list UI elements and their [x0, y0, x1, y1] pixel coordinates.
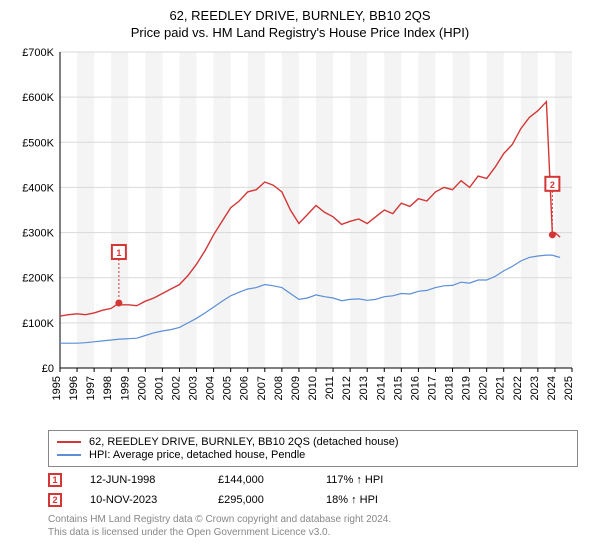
series-hpi	[60, 255, 560, 343]
sale-price: £144,000	[218, 474, 298, 486]
svg-text:£400K: £400K	[22, 182, 54, 194]
svg-text:2003: 2003	[188, 376, 200, 400]
marker-dot-2	[549, 231, 556, 238]
svg-text:2011: 2011	[324, 376, 336, 400]
legend-box: 62, REEDLEY DRIVE, BURNLEY, BB10 2QS (de…	[48, 430, 578, 467]
svg-text:2005: 2005	[222, 376, 234, 400]
footer: Contains HM Land Registry data © Crown c…	[48, 513, 578, 539]
svg-text:1997: 1997	[85, 376, 97, 400]
chart-container: 62, REEDLEY DRIVE, BURNLEY, BB10 2QS Pri…	[0, 0, 600, 560]
svg-text:£100K: £100K	[22, 318, 54, 330]
svg-text:2007: 2007	[256, 376, 268, 400]
arrow-up-icon: ↑	[351, 494, 357, 506]
footer-line2: This data is licensed under the Open Gov…	[48, 526, 578, 539]
svg-text:2014: 2014	[375, 376, 387, 400]
marker-dot-1	[115, 299, 122, 306]
svg-text:2017: 2017	[426, 376, 438, 400]
svg-text:1998: 1998	[102, 376, 114, 400]
svg-text:2022: 2022	[512, 376, 524, 400]
series-price_paid	[60, 102, 560, 316]
chart-title: 62, REEDLEY DRIVE, BURNLEY, BB10 2QS	[12, 8, 588, 23]
sales-rows: 1 12-JUN-1998 £144,000 117% ↑ HPI 2 10-NOV-20…	[48, 473, 578, 507]
sale-pct: 117% ↑ HPI	[326, 474, 383, 486]
legend-swatch	[57, 454, 81, 456]
sale-pct: 18% ↑ HPI	[326, 494, 378, 506]
sale-row-2: 2 10-NOV-2023 £295,000 18% ↑ HPI	[48, 493, 578, 507]
chart-svg: £0 £100K £200K £300K £400K £500K £600K £700K 199…	[12, 46, 582, 426]
svg-text:£300K: £300K	[22, 228, 54, 240]
svg-text:2006: 2006	[239, 376, 251, 400]
svg-text:2002: 2002	[170, 376, 182, 400]
sale-date: 10-NOV-2023	[90, 494, 190, 506]
svg-text:2010: 2010	[307, 376, 319, 400]
arrow-up-icon: ↑	[356, 474, 362, 486]
svg-text:2004: 2004	[205, 376, 217, 400]
svg-text:1996: 1996	[68, 376, 80, 400]
footer-line1: Contains HM Land Registry data © Crown c…	[48, 513, 578, 526]
legend-swatch	[57, 441, 81, 443]
svg-text:2021: 2021	[495, 376, 507, 400]
svg-text:1999: 1999	[119, 376, 131, 400]
chart-area: £0 £100K £200K £300K £400K £500K £600K £700K 199…	[12, 46, 582, 426]
marker-num-1: 1	[116, 248, 121, 258]
svg-text:£600K: £600K	[22, 92, 54, 104]
svg-text:2013: 2013	[358, 376, 370, 400]
sale-price: £295,000	[218, 494, 298, 506]
svg-text:2023: 2023	[529, 376, 541, 400]
svg-text:£0: £0	[42, 363, 54, 375]
svg-text:£500K: £500K	[22, 137, 54, 149]
svg-text:2018: 2018	[444, 376, 456, 400]
svg-text:£700K: £700K	[22, 47, 54, 59]
svg-text:2012: 2012	[341, 376, 353, 400]
svg-text:2020: 2020	[478, 376, 490, 400]
svg-text:2016: 2016	[409, 376, 421, 400]
svg-text:2025: 2025	[563, 376, 575, 400]
svg-text:2001: 2001	[153, 376, 165, 400]
marker-num-2: 2	[550, 180, 555, 190]
svg-text:1995: 1995	[51, 376, 63, 400]
svg-text:2008: 2008	[273, 376, 285, 400]
sale-row-1: 1 12-JUN-1998 £144,000 117% ↑ HPI	[48, 473, 578, 487]
sale-date: 12-JUN-1998	[90, 474, 190, 486]
svg-text:2019: 2019	[461, 376, 473, 400]
sale-marker: 2	[48, 493, 62, 507]
svg-text:£200K: £200K	[22, 273, 54, 285]
sale-marker: 1	[48, 473, 62, 487]
svg-text:2024: 2024	[546, 376, 558, 400]
svg-text:2009: 2009	[290, 376, 302, 400]
legend-label: 62, REEDLEY DRIVE, BURNLEY, BB10 2QS (de…	[89, 436, 399, 448]
svg-text:2000: 2000	[136, 376, 148, 400]
chart-subtitle: Price paid vs. HM Land Registry's House …	[12, 25, 588, 40]
svg-text:2015: 2015	[392, 376, 404, 400]
legend-item-0: 62, REEDLEY DRIVE, BURNLEY, BB10 2QS (de…	[57, 436, 569, 448]
legend-item-1: HPI: Average price, detached house, Pend…	[57, 449, 569, 461]
legend-label: HPI: Average price, detached house, Pend…	[89, 449, 305, 461]
